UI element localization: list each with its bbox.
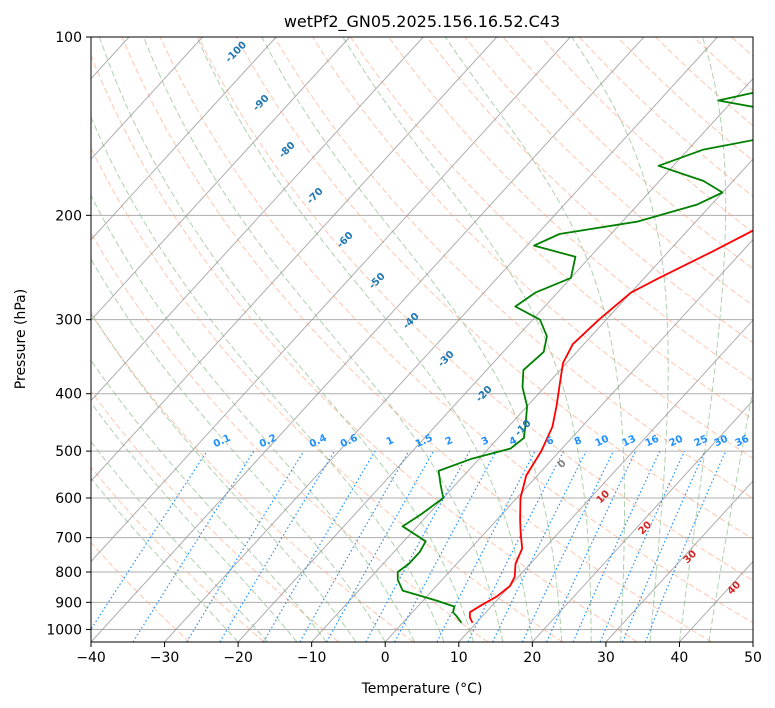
mixing-ratio-line — [394, 450, 497, 642]
y-tick-label: 200 — [55, 208, 82, 224]
mixing-ratio-line — [572, 450, 661, 642]
x-tick-label: −10 — [297, 650, 327, 666]
isotherm-line — [605, 480, 753, 642]
x-tick-label: −40 — [76, 650, 106, 666]
isotherm-line — [91, 37, 424, 402]
mixing-ratio-label: 13 — [621, 434, 638, 450]
moist-adiabat-line — [91, 477, 239, 642]
mixing-ratio-label: 2 — [444, 435, 455, 448]
mixing-ratio-label: 25 — [693, 434, 710, 450]
mixing-ratio-label: 16 — [644, 434, 661, 450]
moist-adiabat-line — [98, 37, 474, 642]
dewpoint-line — [396, 91, 753, 624]
moist-adiabat-line — [342, 37, 592, 642]
moist-adiabat-line — [708, 387, 753, 642]
moist-adiabat-line — [444, 37, 625, 642]
mixing-ratio-line — [467, 450, 565, 642]
moist-adiabat-line — [91, 312, 357, 642]
dry-adiabat-line — [464, 37, 753, 307]
dry-adiabat-line — [91, 232, 489, 642]
y-tick-label: 700 — [55, 531, 82, 547]
mixing-ratio-label: 3 — [480, 435, 491, 448]
dry-adiabat-line — [121, 37, 713, 642]
mixing-ratio-label: 20 — [668, 434, 685, 450]
mixing-ratio-label: 8 — [573, 435, 584, 448]
mixing-ratio-line — [644, 450, 727, 642]
mixing-ratio-line — [622, 450, 706, 642]
dry-adiabat-line — [388, 37, 753, 382]
x-tick-label: −20 — [223, 650, 253, 666]
mixing-ratio-line — [599, 450, 686, 642]
profile-lines — [396, 91, 753, 624]
moist-adiabat-line — [571, 37, 669, 642]
mixing-ratio-line — [492, 450, 587, 642]
x-tick-label: 0 — [381, 650, 390, 666]
y-axis-label: Pressure (hPa) — [13, 289, 29, 389]
isotherm-line — [91, 37, 277, 241]
chart-title: wetPf2_GN05.2025.156.16.52.C43 — [284, 12, 560, 32]
dry-adiabat-line — [91, 146, 563, 642]
isotherm-line — [311, 158, 753, 642]
y-tick-label: 600 — [55, 491, 82, 507]
y-tick-label: 300 — [55, 313, 82, 329]
dry-adiabat-line — [91, 53, 638, 642]
moist-adiabat-line — [91, 115, 445, 642]
y-tick-label: 1000 — [46, 622, 82, 638]
moist-adiabat-line — [143, 37, 504, 642]
mixing-ratio-line — [132, 450, 255, 642]
y-tick-label: 500 — [55, 444, 82, 460]
mixing-ratio-line — [91, 450, 208, 631]
mixing-ratio-line — [219, 450, 336, 642]
isotherm-line — [531, 399, 753, 642]
y-tick-label: 900 — [55, 595, 82, 611]
mixing-ratio-label: 4 — [508, 435, 519, 448]
x-tick-label: 20 — [523, 650, 541, 666]
temperature-line — [469, 229, 753, 624]
x-tick-label: 10 — [450, 650, 468, 666]
dry-adiabat-line — [350, 37, 753, 420]
isotherm-line — [91, 37, 645, 642]
plot-frame — [90, 36, 754, 643]
isotherm-line — [91, 37, 351, 321]
y-tick-label: 400 — [55, 387, 82, 403]
x-tick-label: 40 — [671, 650, 689, 666]
mixing-ratio-label: 10 — [594, 434, 611, 450]
isotherm-line — [91, 37, 571, 563]
moist-adiabat-line — [91, 258, 386, 642]
moist-adiabat-line — [678, 37, 727, 642]
mixing-ratio-label: 30 — [713, 434, 730, 450]
isotherm-line — [458, 319, 753, 642]
axes: −40 −30 −20 −10 0 10 20 30 40 50 100 200 300 400 500 60… — [46, 30, 762, 666]
isotherm-line — [91, 37, 203, 160]
x-tick-label: 50 — [744, 650, 762, 666]
mixing-ratio-line — [326, 450, 435, 642]
mixing-ratio-label: 6 — [545, 435, 556, 448]
dry-adiabat-line — [159, 37, 753, 624]
y-tick-label: 100 — [55, 30, 82, 46]
x-axis-label: Temperature (°C) — [361, 681, 483, 697]
moist-adiabat-line — [196, 37, 533, 642]
background-lines — [91, 37, 753, 642]
x-tick-label: −30 — [150, 650, 180, 666]
isotherm-line — [91, 37, 498, 482]
x-tick-label: 30 — [597, 650, 615, 666]
mixing-ratio-label: 36 — [734, 434, 751, 450]
moist-adiabat-line — [261, 37, 563, 642]
mixing-ratio-line — [186, 450, 305, 642]
isotherm-line — [237, 77, 753, 642]
isotherm-line — [164, 37, 718, 642]
y-tick-label: 800 — [55, 565, 82, 581]
isotherm-line — [384, 238, 753, 642]
moist-adiabat-line — [91, 440, 268, 642]
mixing-ratio-label: 1 — [385, 435, 396, 448]
dry-adiabat-line — [91, 466, 265, 642]
